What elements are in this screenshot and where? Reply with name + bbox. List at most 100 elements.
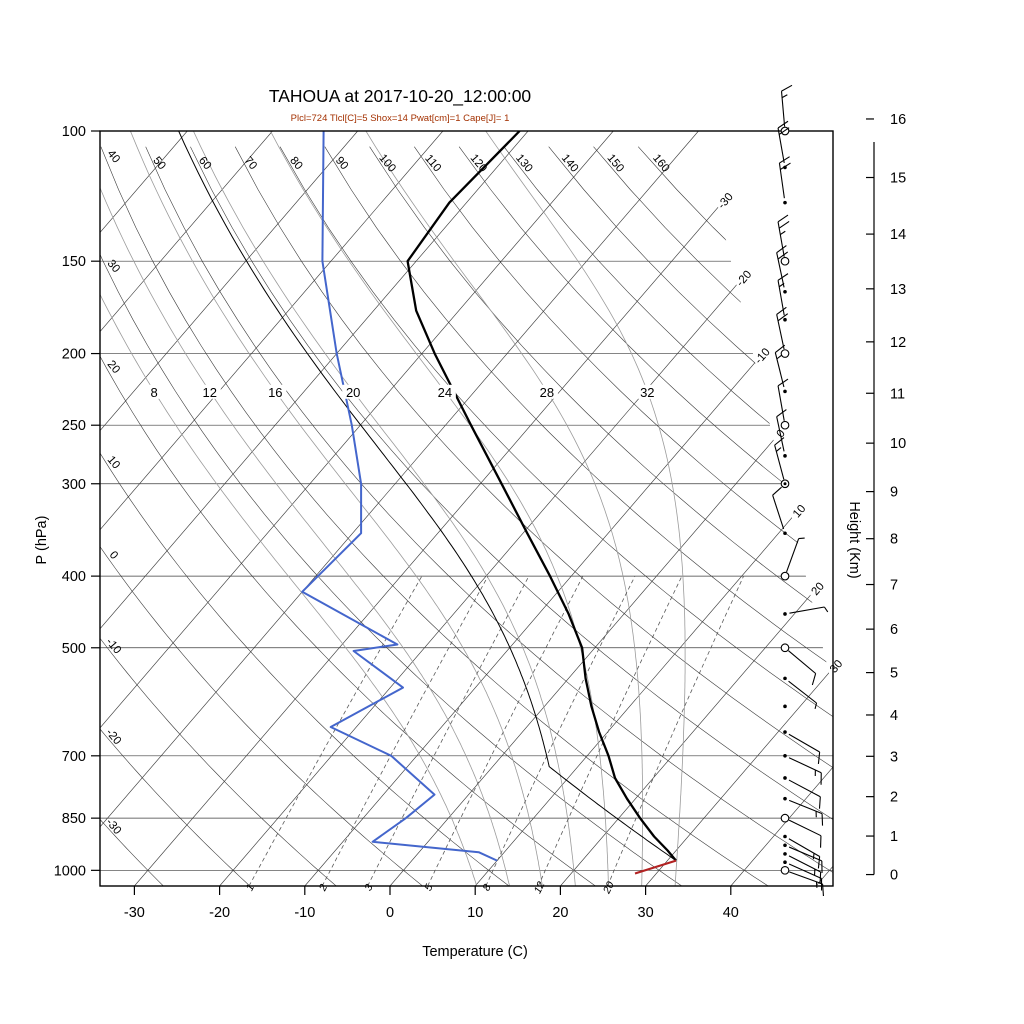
wind-barb: [783, 704, 787, 709]
height-tick-label: 5: [890, 666, 898, 682]
isotherm-line: [389, 131, 833, 886]
mixing-ratio-line: [427, 575, 584, 886]
isotherm-line: [100, 131, 188, 886]
height-tick-label: 9: [890, 485, 898, 501]
temperature-axis-label: Temperature (C): [422, 944, 528, 960]
wind-barb: [783, 754, 822, 785]
dry-adiabat-line: [100, 146, 337, 886]
dry-adiabat-label: 120: [468, 152, 490, 174]
wind-barb: [774, 437, 790, 489]
isotherm-line: [304, 131, 833, 886]
isotherm-line: [100, 131, 614, 886]
dry-adiabat-line: [100, 146, 423, 886]
moist-adiabat-line: [130, 131, 543, 886]
dry-adiabat-label: 70: [242, 155, 259, 173]
plot-frame: [99, 130, 834, 887]
mixing-ratio-line: [248, 575, 423, 886]
moist-adiabat-label: 32: [640, 385, 654, 400]
moist-adiabat-line: [100, 131, 478, 886]
wind-barb: [772, 486, 787, 536]
moist-adiabat-line: [365, 131, 643, 886]
wind-barb: [783, 606, 829, 616]
height-tick-label: 16: [890, 112, 906, 128]
dry-adiabat-label: 80: [287, 155, 304, 173]
dry-adiabat-line: [100, 146, 682, 886]
dry-adiabat-label: -20: [103, 727, 123, 747]
temperature-tick-label: -10: [294, 905, 315, 921]
temperature-curve: [406, 131, 677, 862]
height-tick-label: 12: [890, 335, 906, 351]
height-tick-label: 6: [890, 622, 898, 638]
pressure-tick-label: 250: [62, 418, 86, 434]
mixing-ratio-label: 3: [362, 882, 375, 893]
dry-adiabat-label: 110: [422, 153, 443, 175]
moist-adiabat-label: 28: [540, 385, 554, 400]
height-tick-label: 3: [890, 749, 898, 765]
isotherm-line: [100, 131, 699, 886]
dry-adiabat-line: [458, 146, 833, 886]
mixing-ratio-label: 12: [532, 880, 548, 896]
height-tick-label: 4: [890, 708, 898, 724]
height-tick-label: 1: [890, 829, 898, 845]
temperature-tick-label: 30: [638, 905, 654, 921]
dry-adiabat-label: 130: [513, 152, 535, 174]
background-grid: [100, 131, 833, 886]
isotherm-line: [100, 131, 273, 886]
isotherm-line: [815, 131, 833, 886]
temperature-tick-label: 40: [723, 905, 739, 921]
height-tick-label: 11: [890, 386, 905, 402]
dry-adiabat-line: [145, 146, 833, 886]
isotherm-line: [730, 131, 833, 886]
wind-barb: [780, 865, 824, 897]
dry-adiabat-label: 20: [105, 359, 122, 377]
isotherm-line: [560, 131, 833, 886]
wind-barb: [780, 537, 805, 581]
wind-barb: [776, 306, 790, 358]
mixing-ratio-label: 1: [244, 882, 257, 893]
mixing-ratio-label: 8: [480, 882, 493, 893]
wind-barb: [774, 344, 787, 394]
height-tick-label: 10: [890, 436, 906, 452]
dry-adiabat-label: 0: [107, 549, 120, 562]
wind-barb: [777, 214, 790, 266]
pressure-tick-label: 500: [62, 641, 86, 657]
sounding-curves: [176, 131, 677, 875]
pressure-tick-label: 850: [62, 811, 86, 827]
temperature-tick-label: -30: [124, 905, 145, 921]
dry-adiabat-line: [100, 146, 596, 886]
isotherm-line: [100, 131, 444, 886]
wind-barb: [780, 813, 822, 848]
isotherm-label: -10: [753, 346, 773, 366]
mixing-ratio-line: [607, 575, 744, 886]
wind-barb: [777, 120, 790, 170]
height-tick-label: 14: [890, 227, 906, 243]
mixing-ratio-label: 2: [316, 882, 330, 894]
dry-adiabat-line: [414, 146, 833, 886]
isotherm-label: 10: [791, 503, 808, 521]
temperature-tick-label: 20: [552, 905, 568, 921]
mixing-ratio-label: 20: [601, 880, 617, 897]
pressure-tick-label: 700: [62, 749, 86, 765]
dry-adiabat-line: [593, 146, 833, 886]
dry-adiabat-label: 30: [105, 258, 122, 276]
wind-barb: [776, 245, 789, 294]
dry-adiabat-line: [637, 146, 833, 886]
wind-barb: [783, 730, 821, 765]
surface-superadiabatic-segment: [634, 859, 677, 875]
chart-title: TAHOUA at 2017-10-20_12:00:00: [268, 86, 532, 106]
dry-adiabat-line: [100, 146, 769, 886]
mixing-ratio-line: [485, 575, 636, 886]
isotherm-line: [219, 131, 833, 886]
isotherm-line: [645, 131, 833, 886]
pressure-tick-label: 150: [62, 254, 86, 270]
isotherm-label: -20: [734, 269, 754, 289]
wind-barb: [783, 676, 818, 709]
isotherm-label: 20: [810, 580, 827, 598]
dry-adiabat-line: [190, 146, 833, 886]
isotherm-line: [134, 131, 784, 886]
wind-barb: [783, 776, 821, 809]
isotherm-line: [100, 131, 358, 886]
wind-barb: [776, 409, 787, 458]
